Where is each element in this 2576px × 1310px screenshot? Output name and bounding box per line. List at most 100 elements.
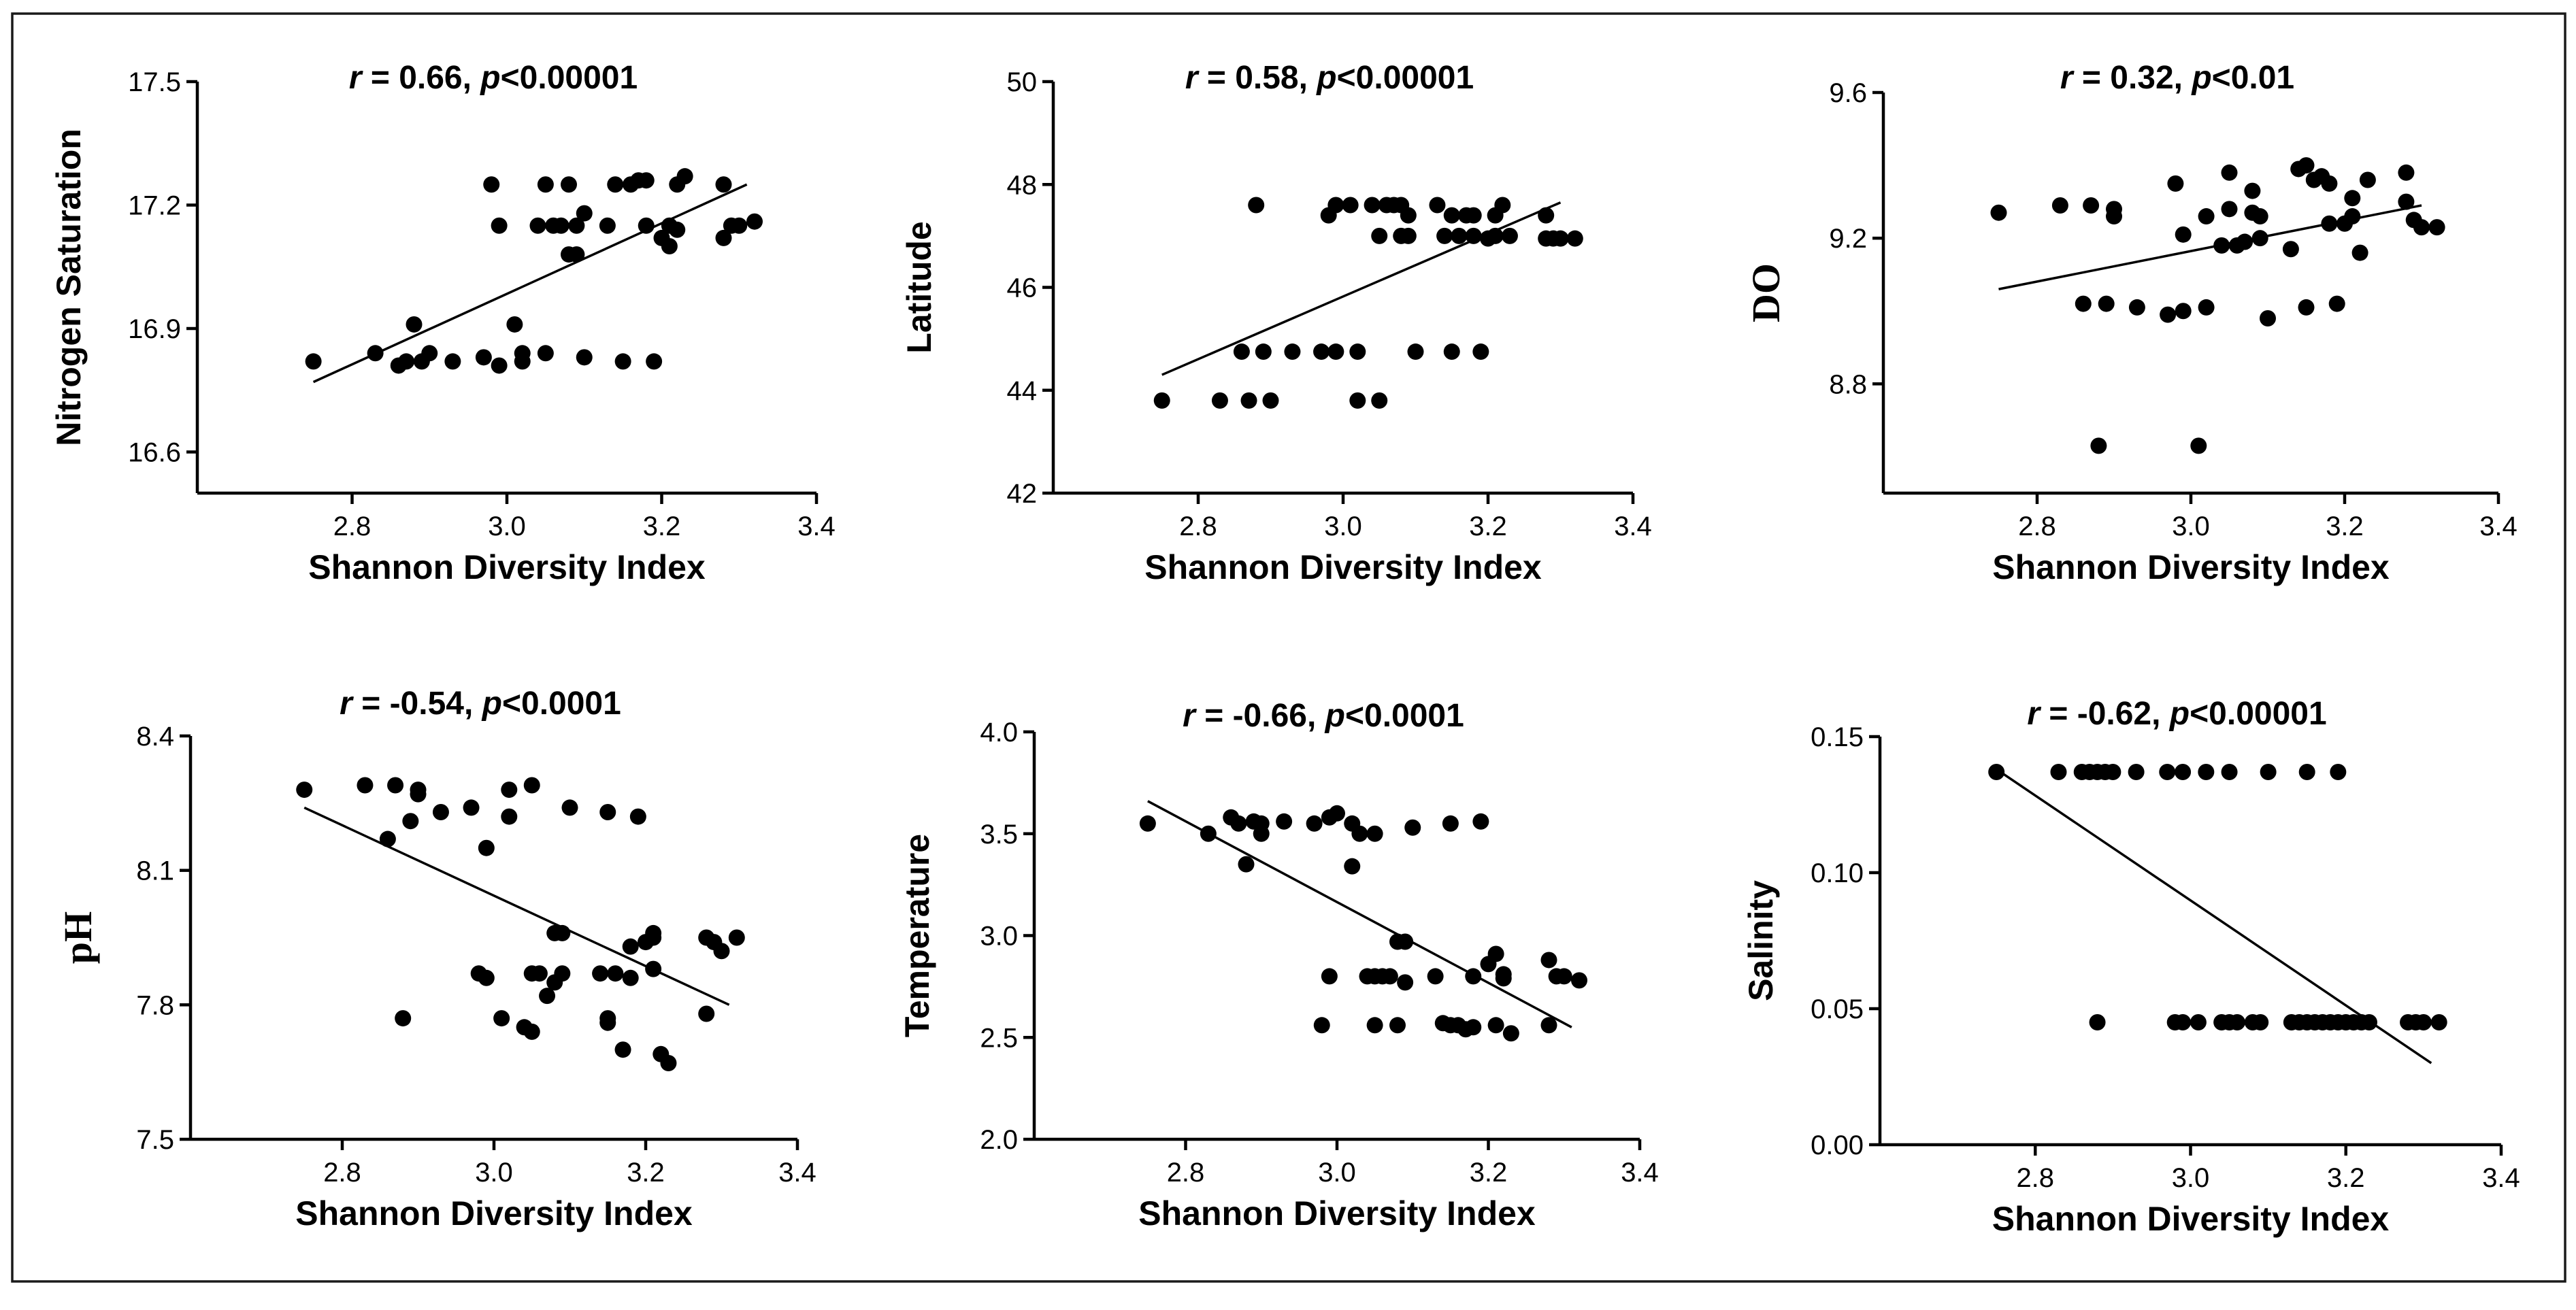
- p-symbol: p: [2190, 60, 2211, 96]
- data-point: [2298, 764, 2315, 780]
- data-point: [483, 176, 500, 193]
- data-point: [2252, 1014, 2269, 1030]
- data-point: [1230, 815, 1247, 832]
- data-point: [2175, 764, 2192, 780]
- data-point: [2175, 226, 2192, 243]
- p-symbol: p: [1324, 698, 1345, 734]
- data-point: [629, 808, 646, 825]
- x-tick-label: 3.4: [1621, 1158, 1659, 1188]
- r-equals: =: [2040, 696, 2077, 732]
- data-point: [1371, 392, 1388, 409]
- data-point: [478, 969, 495, 986]
- r-symbol: r: [1185, 60, 1200, 96]
- data-point: [1344, 858, 1361, 875]
- y-tick-label: 2.5: [980, 1023, 1018, 1053]
- y-tick-label: 7.5: [136, 1125, 174, 1155]
- data-point: [1371, 227, 1388, 244]
- x-tick-label: 3.0: [488, 511, 526, 541]
- r-value: -0.54: [390, 686, 465, 722]
- y-axis-label: Nitrogen Saturation: [50, 129, 88, 446]
- y-axis-label: Salinity: [1742, 880, 1780, 1001]
- data-point: [1238, 856, 1255, 873]
- data-point: [576, 349, 593, 366]
- data-point: [2221, 164, 2238, 181]
- y-tick-label: 8.1: [136, 856, 174, 886]
- data-point: [1366, 825, 1383, 842]
- data-point: [523, 1023, 540, 1040]
- data-point: [1381, 968, 1398, 985]
- data-point: [1427, 968, 1444, 985]
- r-equals: =: [362, 60, 399, 96]
- x-tick-label: 3.4: [1614, 511, 1652, 541]
- data-point: [432, 804, 449, 821]
- data-point: [2104, 764, 2121, 780]
- x-tick-label: 3.0: [2172, 1163, 2210, 1193]
- data-point: [2160, 306, 2177, 323]
- data-point: [1397, 933, 1414, 950]
- p-lt: <: [2190, 696, 2209, 732]
- data-point: [421, 345, 438, 362]
- x-axis-label: Shannon Diversity Index: [1992, 548, 2390, 586]
- data-point: [1571, 972, 1587, 989]
- data-point: [1555, 968, 1572, 985]
- data-point: [552, 217, 569, 234]
- data-point: [1552, 230, 1569, 247]
- y-tick-label: 0.00: [1811, 1130, 1864, 1160]
- data-point: [1465, 968, 1482, 985]
- correlation-annotation: r = -0.54, p<0.0001: [340, 686, 621, 722]
- data-point: [305, 353, 322, 370]
- data-point: [2430, 1014, 2447, 1030]
- data-point: [2098, 295, 2115, 312]
- data-point: [2351, 244, 2368, 261]
- r-equals: =: [1195, 698, 1233, 734]
- p-value: 0.01: [2231, 60, 2294, 96]
- data-point: [1313, 1017, 1330, 1034]
- y-tick-label: 8.8: [1829, 369, 1867, 399]
- p-symbol: p: [481, 686, 502, 722]
- data-point: [2175, 303, 2192, 320]
- data-point: [1429, 197, 1446, 214]
- data-point: [2282, 241, 2299, 258]
- data-point: [1472, 813, 1489, 830]
- data-point: [2106, 208, 2122, 225]
- x-tick-label: 3.0: [2172, 511, 2210, 541]
- y-tick-label: 42: [1007, 479, 1038, 509]
- data-point: [387, 777, 404, 794]
- data-point: [491, 217, 508, 234]
- x-tick-label: 3.2: [1470, 1158, 1508, 1188]
- r-equals: =: [2073, 60, 2111, 96]
- data-point: [1487, 227, 1504, 244]
- data-point: [539, 988, 556, 1005]
- data-point: [2428, 219, 2445, 236]
- x-tick-label: 2.8: [1167, 1158, 1205, 1188]
- data-point: [1400, 207, 1417, 224]
- data-point: [1494, 197, 1511, 214]
- data-point: [576, 205, 593, 222]
- data-point: [607, 176, 624, 193]
- data-point: [599, 217, 616, 234]
- data-point: [2344, 190, 2361, 207]
- data-point: [2251, 208, 2268, 225]
- data-point: [1327, 197, 1344, 214]
- correlation-annotation: r = -0.62, p<0.00001: [2027, 696, 2326, 732]
- data-point: [529, 217, 546, 234]
- data-point: [638, 217, 655, 234]
- data-point: [537, 345, 554, 362]
- data-point: [2260, 309, 2276, 326]
- p-value: 0.00001: [520, 60, 638, 96]
- x-axis-label: Shannon Diversity Index: [1138, 1194, 1536, 1232]
- p-lt: <: [1337, 60, 1356, 96]
- data-point: [554, 924, 571, 941]
- p-value: 0.00001: [1356, 60, 1474, 96]
- correlation-annotation: r = 0.58, p<0.00001: [1185, 60, 1474, 96]
- data-point: [523, 777, 540, 794]
- data-point: [1366, 1017, 1383, 1034]
- data-point: [1306, 815, 1323, 832]
- data-point: [357, 777, 374, 794]
- y-tick-label: 8.4: [136, 722, 174, 752]
- data-point: [1253, 815, 1270, 832]
- data-point: [2298, 157, 2315, 174]
- data-point: [475, 349, 492, 366]
- data-point: [491, 357, 508, 374]
- data-point: [2360, 1014, 2377, 1030]
